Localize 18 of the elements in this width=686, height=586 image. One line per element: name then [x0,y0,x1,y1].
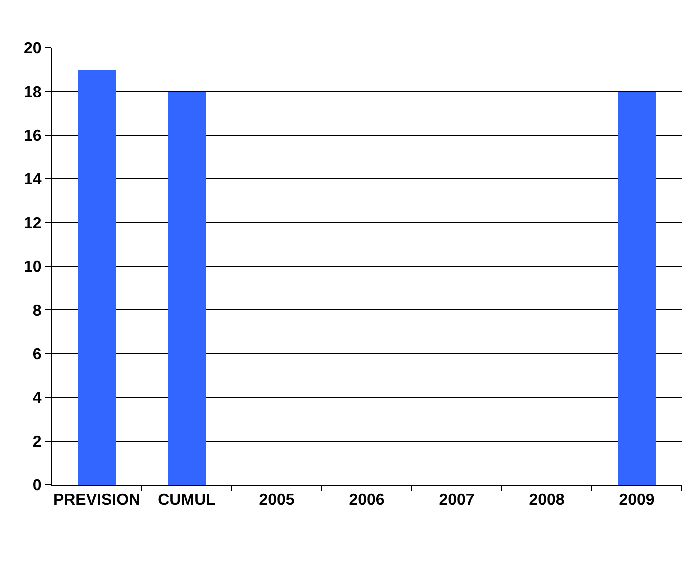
x-tick-label: 2005 [259,492,295,510]
x-tick-label: CUMUL [158,492,216,510]
y-tick-label: 10 [24,259,42,276]
x-tick-label: 2007 [439,492,475,510]
y-tick-label: 6 [32,346,42,364]
x-tick-label: 2008 [529,492,565,510]
y-tick-label: 12 [24,215,42,232]
y-tick-label: 0 [32,478,42,495]
y-tick-label: 14 [24,172,42,189]
y-tick-label: 8 [32,302,42,320]
y-tick-label: 4 [32,390,42,408]
x-tick-label: 2006 [349,492,385,510]
x-tick-label: 2009 [619,492,655,510]
y-tick-label: 16 [24,128,42,145]
y-tick-label: 20 [24,40,42,58]
x-tick-label: PREVISION [53,492,141,510]
y-tick-label: 2 [32,434,42,451]
y-tick-label: 18 [24,84,42,102]
